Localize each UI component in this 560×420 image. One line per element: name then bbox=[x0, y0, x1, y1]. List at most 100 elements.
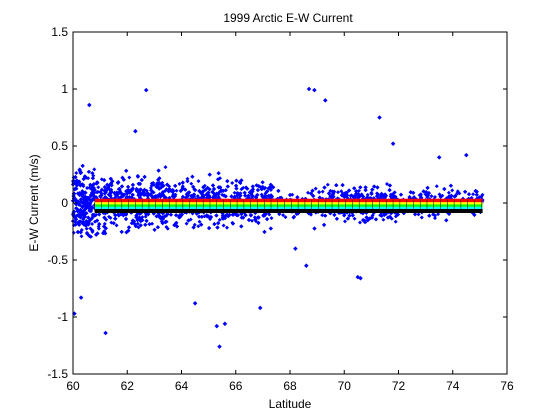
data-point bbox=[317, 190, 322, 195]
data-point bbox=[124, 217, 128, 221]
data-point bbox=[227, 213, 232, 218]
data-point bbox=[281, 213, 286, 218]
data-point bbox=[172, 223, 177, 228]
data-point bbox=[170, 188, 175, 193]
data-point bbox=[363, 188, 368, 193]
data-point bbox=[374, 217, 378, 222]
data-point bbox=[74, 217, 79, 222]
data-point bbox=[463, 189, 468, 194]
data-point bbox=[372, 184, 377, 189]
data-point bbox=[79, 234, 84, 239]
data-point bbox=[248, 213, 253, 218]
data-point bbox=[122, 192, 127, 197]
data-point bbox=[196, 224, 201, 229]
data-point bbox=[365, 218, 370, 223]
data-point bbox=[173, 183, 178, 188]
data-point bbox=[165, 212, 170, 217]
data-point bbox=[172, 194, 177, 199]
data-point bbox=[190, 195, 195, 200]
data-point bbox=[193, 188, 198, 192]
data-point bbox=[313, 186, 318, 191]
data-point bbox=[164, 187, 169, 192]
data-point bbox=[114, 190, 119, 195]
data-point bbox=[98, 194, 103, 199]
data-point bbox=[149, 188, 154, 193]
data-point bbox=[230, 181, 235, 185]
data-point bbox=[113, 213, 118, 218]
data-point bbox=[138, 181, 142, 186]
data-point bbox=[199, 222, 204, 227]
data-point bbox=[206, 195, 211, 200]
data-point bbox=[152, 227, 157, 232]
data-point bbox=[135, 221, 140, 226]
data-point bbox=[102, 178, 107, 183]
data-point bbox=[223, 216, 227, 221]
data-point bbox=[80, 212, 85, 217]
data-point bbox=[107, 187, 112, 192]
data-point bbox=[139, 178, 144, 182]
data-point bbox=[239, 187, 244, 192]
data-point bbox=[340, 183, 345, 188]
data-point bbox=[339, 193, 344, 198]
data-point bbox=[246, 193, 251, 198]
data-point bbox=[229, 194, 234, 199]
data-point bbox=[177, 181, 182, 186]
data-point bbox=[196, 179, 201, 184]
data-point bbox=[75, 209, 80, 214]
data-point bbox=[81, 197, 86, 202]
data-point bbox=[250, 184, 255, 189]
data-point bbox=[207, 226, 212, 231]
data-point bbox=[206, 191, 210, 195]
data-point bbox=[163, 195, 168, 200]
data-point bbox=[78, 171, 83, 175]
data-point bbox=[116, 212, 121, 217]
data-point bbox=[136, 225, 141, 230]
data-point bbox=[320, 189, 325, 194]
data-point bbox=[212, 187, 216, 191]
data-point bbox=[201, 185, 206, 190]
data-point bbox=[114, 223, 119, 228]
data-point bbox=[197, 219, 202, 224]
data-point bbox=[207, 172, 212, 177]
data-point bbox=[309, 191, 314, 196]
data-point bbox=[221, 223, 226, 228]
data-point bbox=[77, 181, 82, 186]
data-point bbox=[154, 214, 159, 219]
data-point bbox=[255, 188, 260, 193]
data-point bbox=[352, 186, 357, 191]
data-point bbox=[393, 219, 398, 224]
data-point bbox=[211, 183, 215, 188]
data-point bbox=[185, 179, 190, 184]
data-point bbox=[178, 188, 183, 193]
data-point bbox=[112, 190, 117, 195]
data-point bbox=[160, 221, 165, 226]
data-point bbox=[265, 217, 270, 222]
data-point bbox=[266, 186, 271, 191]
data-point bbox=[345, 216, 350, 221]
chart-title: 1999 Arctic E-W Current bbox=[223, 11, 353, 25]
data-point bbox=[239, 178, 244, 183]
data-point bbox=[413, 212, 418, 217]
data-point bbox=[74, 206, 79, 211]
data-point bbox=[392, 190, 397, 195]
data-point bbox=[156, 168, 161, 173]
data-point bbox=[169, 212, 173, 217]
data-point bbox=[102, 224, 107, 229]
data-point bbox=[132, 222, 137, 226]
data-point bbox=[231, 212, 236, 217]
data-point bbox=[344, 190, 349, 195]
data-point bbox=[124, 168, 129, 173]
data-point bbox=[73, 222, 78, 227]
data-point bbox=[217, 217, 222, 222]
data-point bbox=[247, 218, 251, 222]
data-point bbox=[79, 208, 84, 213]
data-point bbox=[429, 194, 434, 199]
data-point bbox=[231, 221, 235, 226]
data-point bbox=[177, 215, 182, 220]
data-point bbox=[433, 216, 437, 221]
data-point bbox=[183, 187, 188, 192]
data-point bbox=[160, 215, 165, 220]
data-point bbox=[85, 231, 90, 236]
data-point bbox=[253, 217, 258, 222]
data-point bbox=[219, 188, 224, 193]
